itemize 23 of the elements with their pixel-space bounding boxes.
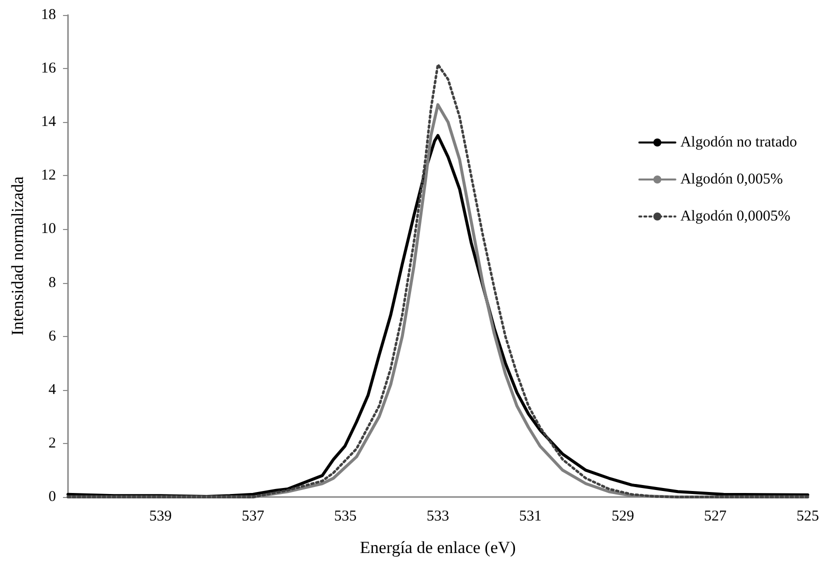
y-tick-label: 0 <box>48 489 56 505</box>
x-tick-label: 529 <box>612 508 634 524</box>
x-tick-label: 535 <box>334 508 357 524</box>
legend-label: Algodón 0,005% <box>680 172 783 188</box>
y-tick-label: 4 <box>48 382 56 398</box>
y-tick-label: 18 <box>41 7 56 23</box>
x-tick-label: 537 <box>242 508 265 524</box>
x-tick-label: 539 <box>149 508 172 524</box>
x-axis-title: Energía de enlace (eV) <box>360 538 516 557</box>
y-tick-label: 14 <box>41 114 56 130</box>
y-tick-label: 10 <box>41 221 56 238</box>
y-tick-label: 2 <box>48 435 56 452</box>
y-tick-label: 6 <box>48 328 56 344</box>
y-tick-label: 12 <box>41 168 56 184</box>
x-tick-label: 533 <box>426 508 450 524</box>
y-axis-title: Intensidad normalizada <box>8 176 27 336</box>
x-tick-label: 527 <box>704 508 728 524</box>
x-tick-label: 525 <box>796 508 819 524</box>
legend-label: Algodón no tratado <box>680 134 798 150</box>
y-tick-label: 16 <box>41 60 56 77</box>
x-tick-label: 531 <box>519 508 542 524</box>
y-tick-label: 8 <box>48 274 56 291</box>
legend-label: Algodón 0,0005% <box>680 208 790 224</box>
